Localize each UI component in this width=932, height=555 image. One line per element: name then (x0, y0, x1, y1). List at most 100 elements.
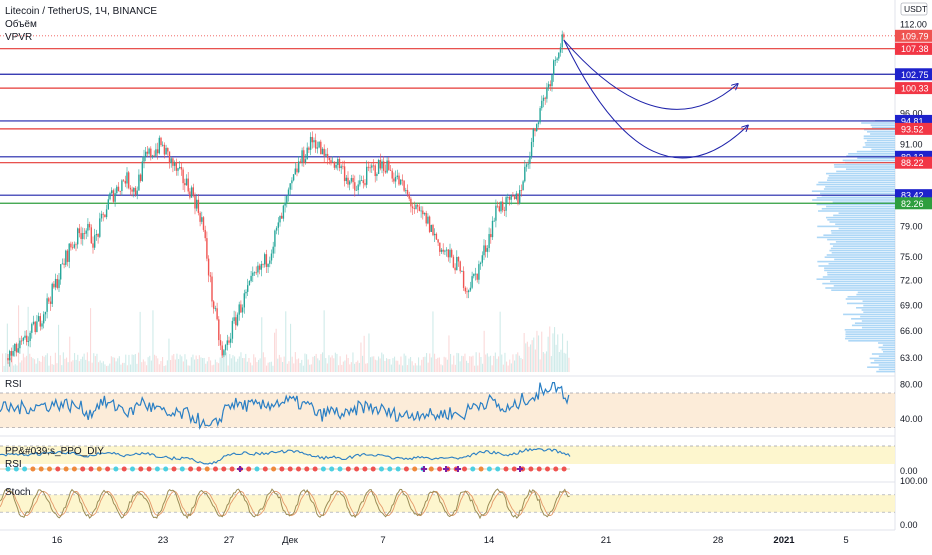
volume-label[interactable]: Объём (5, 19, 37, 30)
candle (415, 204, 417, 209)
volume-bar (242, 358, 244, 372)
candle (459, 261, 461, 272)
vpvr-bar (838, 227, 895, 230)
stoch-k-line (0, 488, 570, 520)
volume-bar (477, 365, 479, 372)
candle (44, 311, 47, 315)
volume-bar (402, 365, 404, 372)
volume-bar (296, 359, 298, 372)
ppo-dot (437, 466, 443, 472)
volume-bar (42, 355, 44, 372)
candle (61, 263, 64, 265)
candle (478, 264, 480, 280)
ppo-dot (387, 466, 393, 472)
candle (350, 178, 353, 182)
ppo-dot (279, 466, 285, 472)
ppo-dot (503, 466, 509, 472)
level-badge-label: 107.38 (901, 44, 929, 54)
vpvr-bar (830, 247, 895, 250)
ppo-dot (38, 466, 44, 472)
ppo-tick-label: 0.00 (900, 466, 918, 476)
rsi2-label[interactable]: RSI (5, 459, 22, 470)
volume-bar (200, 357, 202, 372)
candle (265, 254, 268, 267)
volume-bar (80, 359, 82, 372)
candle (379, 159, 381, 169)
ppo-dot (80, 466, 86, 472)
vpvr-bar (882, 344, 895, 346)
price-tick-label: 79.00 (900, 222, 923, 232)
candle (332, 161, 334, 163)
volume-bar (157, 358, 159, 372)
ppo-dot (329, 466, 335, 472)
volume-bar (550, 356, 552, 372)
volume-bar (269, 362, 271, 372)
ppo-label[interactable]: PP&#039;s_PPO_DIY (5, 446, 104, 457)
volume-bar (454, 364, 456, 372)
candle (490, 234, 492, 238)
volume-bar (245, 353, 247, 372)
candle (158, 137, 160, 154)
candle (82, 233, 84, 239)
candle (117, 186, 120, 191)
candle (12, 351, 14, 356)
volume-bar (410, 357, 412, 372)
ppo-dot (428, 466, 434, 472)
volume-bar (376, 360, 378, 372)
candle (451, 249, 453, 257)
stoch-label[interactable]: Stoch (5, 487, 31, 498)
ppo-dot (163, 466, 169, 472)
candle (457, 256, 460, 262)
vpvr-bar (851, 318, 895, 320)
vpvr-bar (874, 359, 895, 362)
volume-bar (539, 359, 541, 372)
volume-bar (419, 365, 421, 372)
candle (247, 285, 249, 292)
candle (381, 161, 383, 169)
vpvr-bar (817, 225, 895, 228)
volume-bar (382, 354, 384, 372)
candle (119, 190, 121, 192)
candle (85, 230, 87, 234)
volume-bar (248, 358, 250, 372)
vpvr-bar (816, 183, 895, 186)
volume-bar (146, 365, 148, 372)
candle (211, 276, 213, 302)
candle (279, 215, 281, 223)
volume-bar (120, 364, 122, 372)
candle (408, 194, 410, 199)
candle (223, 350, 225, 356)
vpvr-bar (826, 205, 895, 208)
time-tick-label: 21 (601, 535, 612, 546)
ppo-dot (30, 466, 36, 472)
volume-bar (10, 358, 12, 372)
volume-bar (230, 358, 232, 372)
volume-bar (445, 357, 447, 372)
volume-bar (128, 354, 130, 372)
rsi-label[interactable]: RSI (5, 379, 22, 390)
volume-bar (368, 333, 370, 372)
volume-bar (198, 355, 200, 372)
candle (257, 265, 259, 273)
candle (277, 222, 279, 228)
volume-bar (459, 361, 461, 372)
ppo-dot (403, 466, 409, 472)
ppo-dot (55, 466, 61, 472)
candle (177, 168, 179, 171)
time-tick-label: 23 (158, 535, 169, 546)
candle (291, 180, 293, 184)
candle (439, 242, 441, 252)
candle (204, 229, 206, 239)
volume-bar (246, 361, 248, 372)
candle (437, 239, 439, 243)
candle (403, 180, 405, 191)
volume-bar (506, 361, 508, 372)
volume-bar (438, 357, 440, 372)
volume-bar (77, 354, 79, 372)
volume-bar (464, 353, 466, 372)
volume-bar (358, 362, 360, 372)
volume-bar (235, 361, 237, 372)
vpvr-bar (826, 172, 895, 175)
vpvr-label[interactable]: VPVR (5, 32, 33, 43)
